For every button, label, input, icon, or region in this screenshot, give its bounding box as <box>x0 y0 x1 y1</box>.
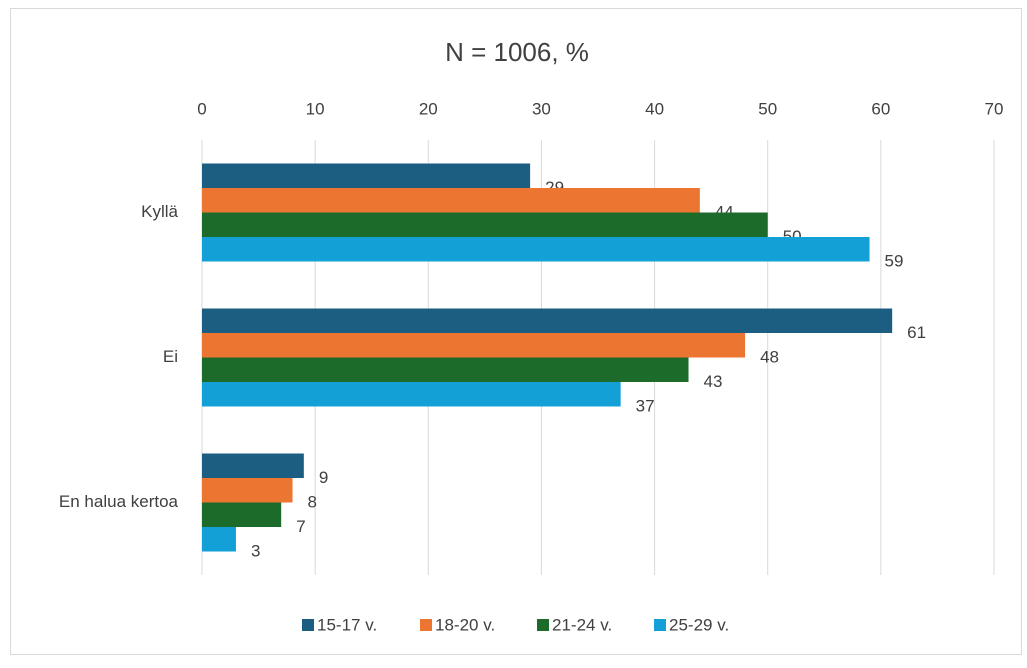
x-tick-label: 0 <box>197 99 206 118</box>
data-label: 8 <box>308 493 317 512</box>
bar <box>202 382 621 407</box>
bar <box>202 357 689 382</box>
data-label: 7 <box>296 517 305 536</box>
bar <box>202 333 746 358</box>
data-label: 9 <box>319 468 328 487</box>
x-tick-label: 20 <box>419 99 438 118</box>
data-label: 3 <box>251 542 260 561</box>
x-tick-label: 60 <box>871 99 890 118</box>
data-label: 48 <box>760 348 779 367</box>
bar <box>202 478 293 503</box>
legend-label: 21-24 v. <box>552 615 612 634</box>
data-label: 43 <box>704 372 723 391</box>
bar <box>202 237 870 262</box>
bar <box>202 308 893 333</box>
legend-label: 15-17 v. <box>317 615 377 634</box>
chart-title: N = 1006, % <box>445 37 589 67</box>
x-tick-label: 40 <box>645 99 664 118</box>
bar <box>202 188 700 213</box>
bar <box>202 502 282 527</box>
data-label: 37 <box>636 397 655 416</box>
y-tick-label: En halua kertoa <box>59 492 179 511</box>
y-tick-label: Ei <box>163 347 178 366</box>
legend-swatch <box>302 619 314 631</box>
bar <box>202 453 304 478</box>
legend-label: 18-20 v. <box>435 615 495 634</box>
x-tick-label: 70 <box>985 99 1004 118</box>
x-tick-label: 10 <box>306 99 325 118</box>
bar <box>202 163 531 188</box>
legend-swatch <box>537 619 549 631</box>
legend-label: 25-29 v. <box>669 615 729 634</box>
bar <box>202 212 768 237</box>
legend-swatch <box>420 619 432 631</box>
legend-swatch <box>654 619 666 631</box>
bar <box>202 527 236 552</box>
data-label: 61 <box>907 323 926 342</box>
y-tick-label: Kyllä <box>141 202 178 221</box>
x-tick-label: 50 <box>758 99 777 118</box>
x-tick-label: 30 <box>532 99 551 118</box>
data-label: 59 <box>885 252 904 271</box>
